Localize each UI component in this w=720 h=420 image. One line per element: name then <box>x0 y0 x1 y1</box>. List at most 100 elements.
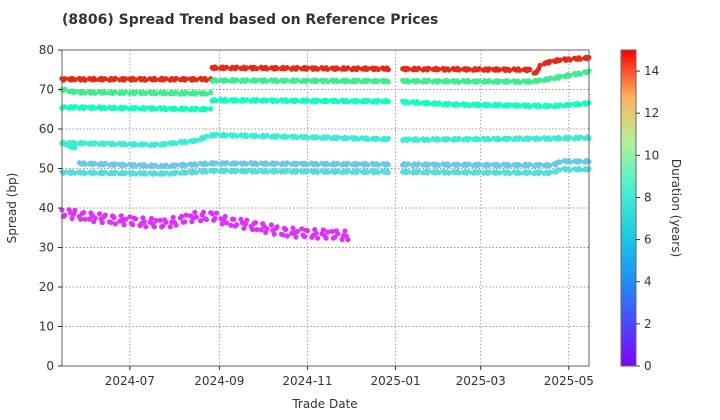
data-point <box>231 216 237 222</box>
grid-lines <box>62 49 589 367</box>
data-point <box>375 136 381 142</box>
data-point <box>577 71 583 77</box>
data-point <box>299 226 305 232</box>
data-point <box>315 97 321 103</box>
data-point <box>456 102 462 108</box>
data-point <box>365 66 371 72</box>
data-point <box>476 66 482 72</box>
data-point <box>167 224 173 230</box>
data-point <box>375 78 381 84</box>
data-point <box>294 168 300 174</box>
data-point <box>304 97 311 103</box>
data-point <box>234 97 240 104</box>
data-point <box>405 136 412 142</box>
data-point <box>557 136 563 142</box>
colorbar-ticks: 0 2 4 6 8 10 12 14 <box>636 64 659 373</box>
data-point <box>304 135 311 141</box>
data-point <box>294 77 300 83</box>
data-point <box>92 161 98 167</box>
data-point <box>405 161 412 167</box>
data-point <box>122 142 129 148</box>
data-point <box>302 234 308 240</box>
data-point <box>193 162 199 168</box>
data-point <box>426 77 432 83</box>
y-tick-label: 40 <box>39 201 54 215</box>
data-point <box>567 101 573 107</box>
data-point <box>355 161 361 167</box>
data-point <box>264 161 270 167</box>
data-point <box>527 135 533 141</box>
data-point <box>222 213 228 220</box>
data-point <box>72 140 78 146</box>
data-point <box>557 57 563 63</box>
data-point <box>264 66 270 72</box>
y-axis-label: Spread (bp) <box>5 173 19 244</box>
data-point <box>320 227 326 233</box>
data-point <box>466 169 472 175</box>
data-point <box>62 169 68 175</box>
data-point <box>112 141 118 148</box>
data-point <box>537 62 543 69</box>
data-point <box>163 219 169 225</box>
data-point <box>254 97 260 103</box>
data-point <box>112 169 118 175</box>
data-point <box>342 228 348 234</box>
data-point <box>133 142 139 148</box>
data-point <box>122 89 129 95</box>
data-point <box>244 97 250 103</box>
data-point <box>258 227 264 233</box>
data-point <box>345 65 351 71</box>
data-point <box>274 65 280 71</box>
data-point <box>557 159 563 165</box>
data-point <box>365 97 371 103</box>
data-point <box>163 106 169 113</box>
data-point <box>416 78 422 84</box>
y-tick-label: 30 <box>39 241 54 255</box>
data-point <box>547 136 553 142</box>
data-point <box>315 78 321 84</box>
data-point <box>72 207 78 213</box>
data-point <box>446 170 452 176</box>
data-point <box>507 163 513 169</box>
data-point <box>325 66 331 72</box>
data-point <box>547 58 553 64</box>
data-point <box>62 141 68 147</box>
data-point <box>92 90 98 96</box>
data-point <box>537 136 543 142</box>
data-point <box>365 77 371 83</box>
colorbar-tick-label: 12 <box>644 106 659 120</box>
data-point <box>476 102 482 109</box>
data-point <box>476 136 482 142</box>
data-point <box>224 98 230 104</box>
data-point <box>86 216 92 222</box>
data-point <box>290 225 296 231</box>
data-point <box>244 65 250 71</box>
x-tick-label: 2024-07 <box>105 374 155 388</box>
data-point <box>466 66 472 72</box>
data-point <box>355 168 361 174</box>
data-point <box>385 162 391 168</box>
data-point <box>193 137 199 144</box>
data-point <box>234 222 240 228</box>
data-point <box>173 140 179 147</box>
data-point <box>72 170 78 176</box>
data-point <box>294 98 300 104</box>
data-point <box>82 161 88 167</box>
data-point <box>496 170 503 176</box>
data-point <box>456 79 462 85</box>
x-axis-label: Trade Date <box>291 397 357 411</box>
data-point <box>274 133 280 139</box>
data-point <box>242 221 248 227</box>
data-point <box>143 90 149 96</box>
data-point <box>224 167 230 173</box>
chart-title: (8806) Spread Trend based on Reference P… <box>62 12 438 28</box>
data-point <box>355 65 361 71</box>
data-point <box>133 216 139 222</box>
data-point <box>385 169 391 176</box>
data-point <box>183 169 189 175</box>
data-point <box>143 171 149 177</box>
data-point <box>375 66 381 73</box>
data-point <box>153 171 159 177</box>
y-tick-label: 20 <box>39 280 54 294</box>
data-point <box>527 79 533 85</box>
